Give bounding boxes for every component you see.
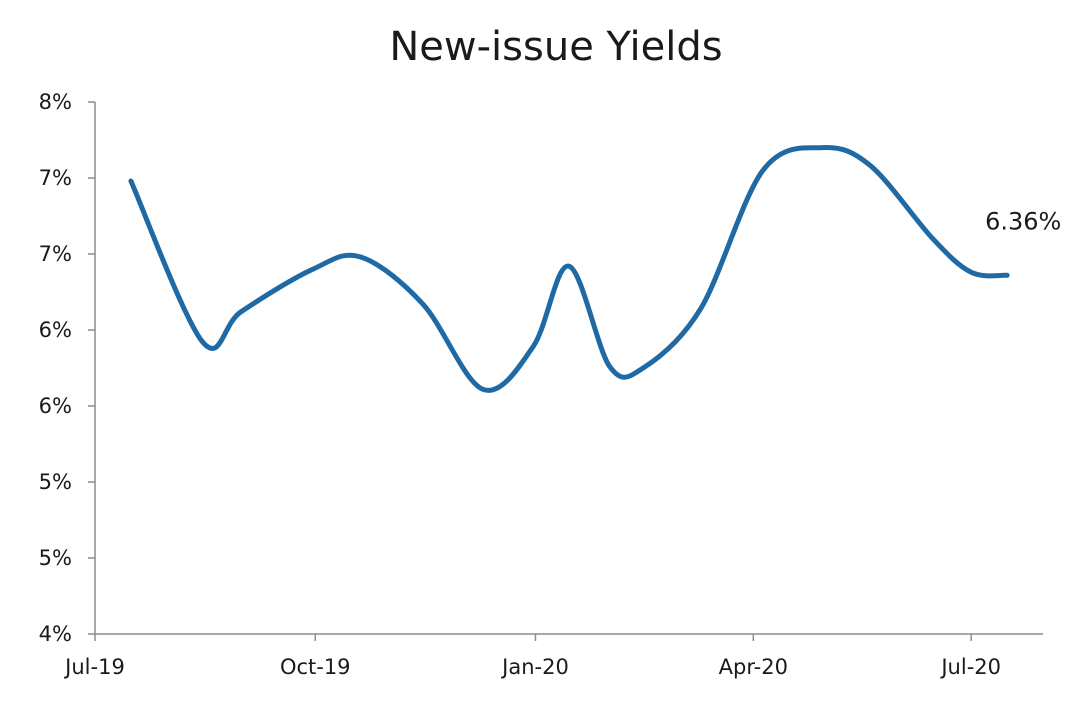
y-tick-label: 5%: [39, 546, 72, 570]
data-label-last-value: 6.36%: [985, 207, 1061, 235]
chart-title: New-issue Yields: [389, 24, 722, 70]
x-tick-label: Jul-19: [63, 655, 125, 679]
data-labels: 6.36%: [985, 207, 1061, 235]
y-tick-label: 7%: [39, 166, 72, 190]
y-tick-label: 8%: [39, 90, 72, 114]
series-line-0: [128, 145, 1010, 393]
y-tick-label: 4%: [39, 622, 72, 646]
y-tick-label: 7%: [39, 242, 72, 266]
x-tick-label: Jul-20: [939, 655, 1001, 679]
axes: 4% 5% 5% 6% 6% 7% 7% 8% Jul-19 Oct-19 Jan-20 Apr-20…: [39, 90, 1043, 679]
x-tick-label: Jan-20: [500, 655, 569, 679]
y-tick-label: 5%: [39, 470, 72, 494]
x-tick-label: Apr-20: [719, 655, 788, 679]
series-layer: [128, 145, 1010, 393]
x-tick-label: Oct-19: [280, 655, 351, 679]
y-tick-label: 6%: [39, 318, 72, 342]
y-tick-label: 6%: [39, 394, 72, 418]
